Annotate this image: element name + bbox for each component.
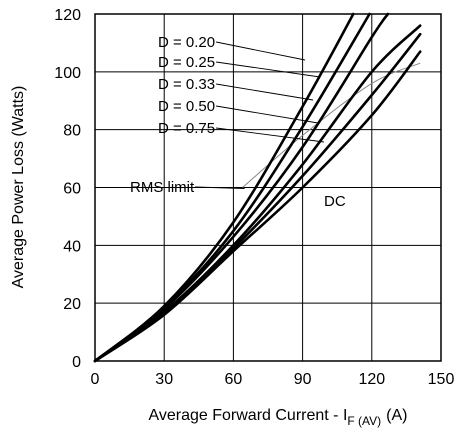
label-d-0-25-leader: [216, 61, 321, 78]
y-axis-title: Average Power Loss (Watts): [10, 86, 27, 289]
x-tick-label: 90: [294, 371, 312, 388]
label-rms-limit-leader: [195, 186, 245, 189]
x-tick-label: 30: [155, 371, 173, 388]
y-tick-label: 80: [63, 123, 81, 140]
label-d-0-50: D = 0.50: [158, 98, 215, 115]
y-tick-label: 40: [63, 238, 81, 255]
label-d-0-75: D = 0.75: [158, 120, 215, 137]
y-tick-label: 20: [63, 296, 81, 313]
label-d-0-75-leader: [216, 127, 325, 143]
x-tick-label: 0: [91, 371, 100, 388]
x-tick-label: 150: [428, 371, 455, 388]
label-rms-limit: RMS limit: [130, 179, 195, 196]
curves: [93, 12, 422, 363]
curve-d-0-33: [93, 12, 390, 363]
x-axis-title: Average Forward Current - IF (AV) (A): [149, 407, 408, 428]
curve-labels: D = 0.20 D = 0.25 D = 0.33 D = 0.50 D = 0.75…: [130, 34, 346, 210]
label-d-0-20-leader: [216, 41, 306, 61]
label-d-0-33: D = 0.33: [158, 76, 215, 93]
y-tick-label: 100: [54, 65, 81, 82]
label-dc: DC: [324, 193, 346, 210]
tick-labels: 0 30 60 90 120 150 0 20 40 60 80 100 120: [54, 7, 454, 388]
label-d-0-33-leader: [216, 83, 314, 101]
x-tick-label: 60: [225, 371, 243, 388]
x-tick-label: 120: [358, 371, 385, 388]
label-d-0-25: D = 0.25: [158, 54, 215, 71]
plot-frame: [94, 13, 442, 362]
curve-d-0-75: [93, 32, 422, 363]
y-tick-label: 0: [72, 354, 81, 371]
label-d-0-50-leader: [216, 105, 319, 124]
y-tick-label: 60: [63, 181, 81, 198]
y-tick-label: 120: [54, 7, 81, 24]
label-d-0-20: D = 0.20: [158, 34, 215, 51]
